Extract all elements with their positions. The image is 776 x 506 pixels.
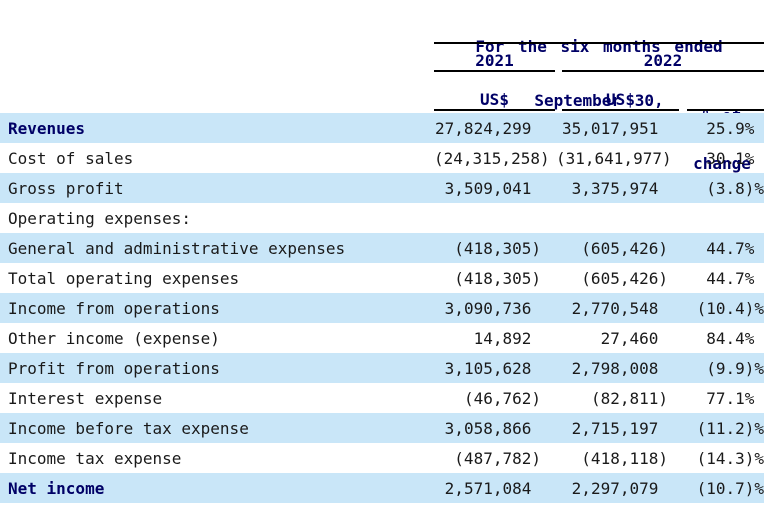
table-row: Interest expense (46,762) (82,811) 77.1% [0, 383, 764, 413]
value-2021: 14,892 [473, 328, 541, 348]
table-row: Other income (expense) 14,892 27,460 84.… [0, 323, 764, 353]
pct-change: (9.9)% [706, 358, 764, 378]
table-row: Income tax expense (487,782) (418,118) (… [0, 443, 764, 473]
column-header-us-2021: US$ [480, 90, 509, 109]
table-row: Cost of sales (24,315,258) (31,641,977) … [0, 143, 764, 173]
value-2022: 2,798,008 [571, 358, 668, 378]
pct-change: 25.9% [706, 118, 764, 138]
pct-change: 84.4% [706, 328, 764, 348]
table-row: Net income 2,571,084 2,297,079 (10.7)% [0, 473, 764, 503]
table-row: Operating expenses: [0, 203, 764, 233]
column-header-pct-line2: change [693, 154, 751, 173]
row-label: Profit from operations [8, 358, 220, 378]
table-body: Revenues 27,824,299 35,017,951 25.9% Cos… [0, 113, 764, 503]
row-label: Operating expenses: [8, 208, 192, 228]
value-2021: 3,090,736 [444, 298, 541, 318]
row-label: Total operating expenses [8, 268, 240, 288]
header-rule-col-2021 [434, 109, 555, 111]
table-row: Total operating expenses (418,305) (605,… [0, 263, 764, 293]
value-2022: (418,118) [581, 448, 668, 468]
value-2022: 35,017,951 [562, 118, 668, 138]
value-2022: (605,426) [581, 268, 668, 288]
value-2022: 3,375,974 [571, 178, 668, 198]
value-2021: (487,782) [454, 448, 541, 468]
value-2021: 2,571,084 [444, 478, 541, 498]
row-label: General and administrative expenses [8, 238, 346, 258]
pct-change: (10.4)% [696, 298, 764, 318]
value-2022: 2,715,197 [571, 418, 668, 438]
row-label: Cost of sales [8, 148, 134, 168]
header-rule-top [434, 42, 764, 44]
header-rule-col-2022 [562, 109, 679, 111]
row-label: Net income [8, 478, 105, 498]
column-header-us-2022: US$ [606, 90, 635, 109]
value-2021: 3,105,628 [444, 358, 541, 378]
pct-change: (3.8)% [706, 178, 764, 198]
table-row: Income before tax expense 3,058,866 2,71… [0, 413, 764, 443]
value-2022: 2,770,548 [571, 298, 668, 318]
pct-change: (14.3)% [696, 448, 764, 468]
row-label: Revenues [8, 118, 86, 138]
table-row: Gross profit 3,509,041 3,375,974 (3.8)% [0, 173, 764, 203]
row-label: Gross profit [8, 178, 124, 198]
header-rule-col-pct [687, 109, 764, 111]
table-row: Revenues 27,824,299 35,017,951 25.9% [0, 113, 764, 143]
pct-change: (11.2)% [696, 418, 764, 438]
column-group-2022: 2022 [643, 51, 683, 70]
row-label: Interest expense [8, 388, 163, 408]
row-label: Income before tax expense [8, 418, 249, 438]
table-row: General and administrative expenses (418… [0, 233, 764, 263]
header-rule-2021 [434, 70, 555, 72]
value-2021: (418,305) [454, 238, 541, 258]
value-2022: (82,811) [590, 388, 668, 408]
value-2021: (46,762) [463, 388, 541, 408]
header-rule-2022 [562, 70, 764, 72]
value-2021: (24,315,258) [434, 148, 550, 168]
value-2021: 27,824,299 [435, 118, 541, 138]
value-2021: 3,058,866 [444, 418, 541, 438]
column-group-2021: 2021 [475, 51, 514, 70]
value-2021: 3,509,041 [444, 178, 541, 198]
pct-change: 44.7% [706, 268, 764, 288]
value-2022: (605,426) [581, 238, 668, 258]
pct-change: 44.7% [706, 238, 764, 258]
pct-change: (10.7)% [696, 478, 764, 498]
table-row: Income from operations 3,090,736 2,770,5… [0, 293, 764, 323]
pct-change: 77.1% [706, 388, 764, 408]
pct-change: 30.1% [706, 148, 764, 168]
value-2021: (418,305) [454, 268, 541, 288]
value-2022: 2,297,079 [571, 478, 668, 498]
row-label: Income tax expense [8, 448, 182, 468]
row-label: Income from operations [8, 298, 220, 318]
value-2022: 27,460 [600, 328, 668, 348]
value-2022: (31,641,977) [556, 148, 672, 168]
table-period-title-line2: September 30, [534, 91, 664, 110]
table-row: Profit from operations 3,105,628 2,798,0… [0, 353, 764, 383]
row-label: Other income (expense) [8, 328, 220, 348]
